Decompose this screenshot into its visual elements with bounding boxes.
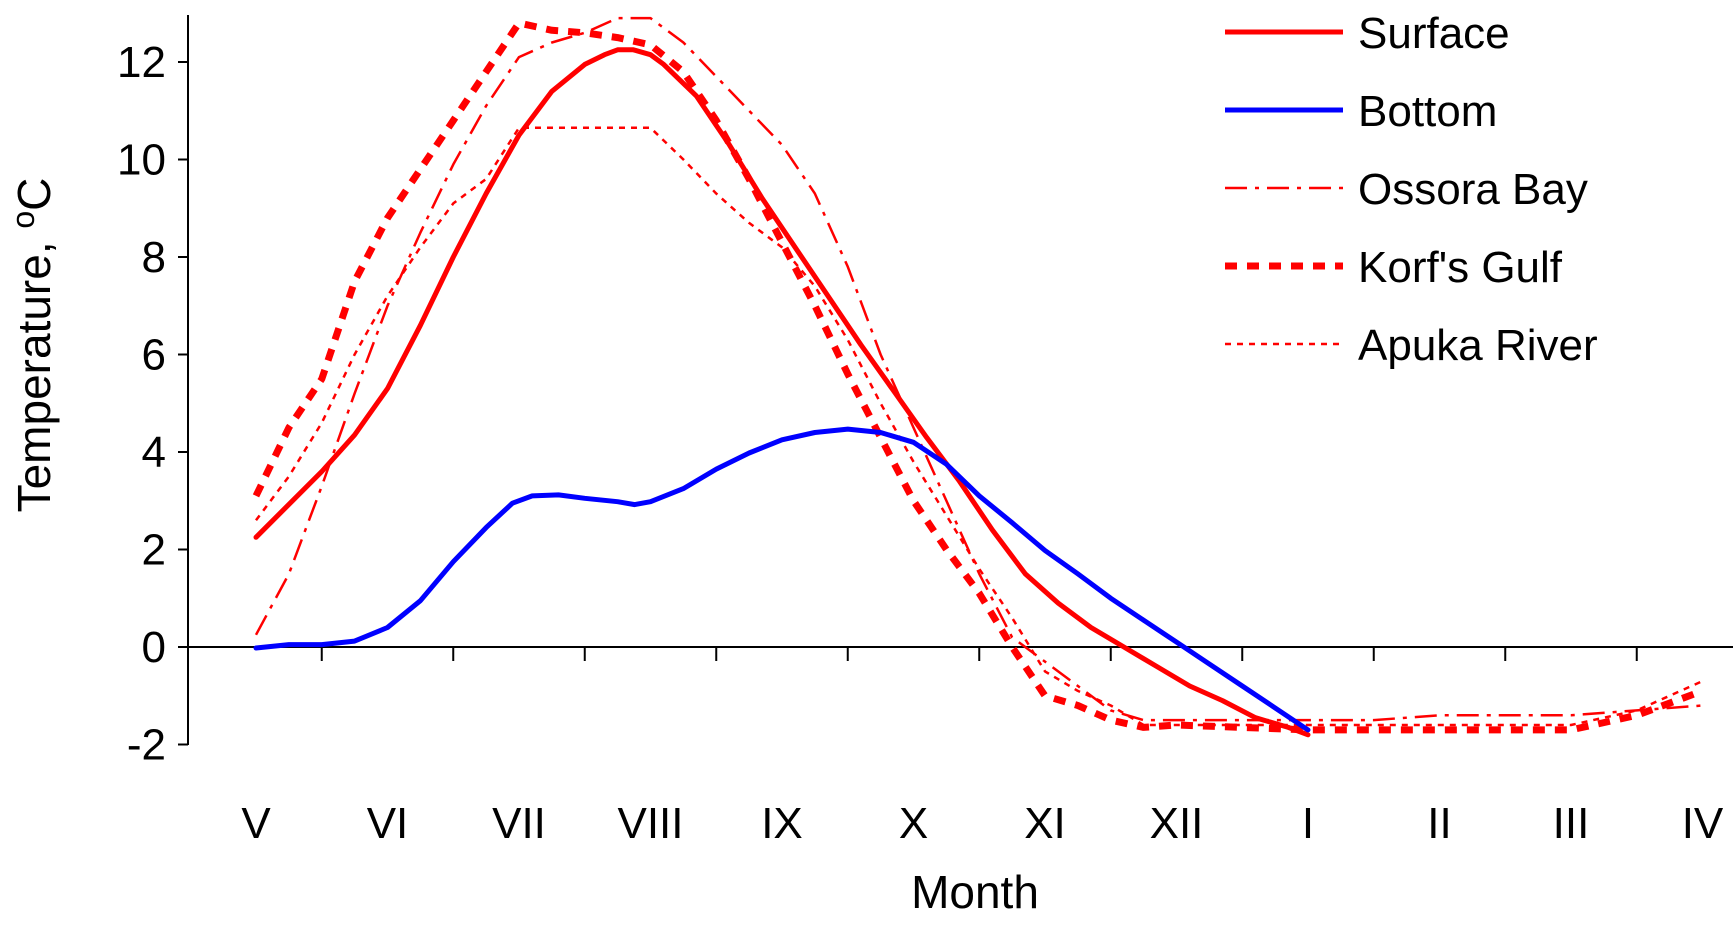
x-tick-label: IV	[1682, 799, 1724, 848]
x-tick-label: III	[1553, 799, 1590, 848]
y-tick-label: 10	[117, 136, 166, 185]
series-line-surface	[253, 47, 1311, 738]
y-tick-label: 6	[142, 331, 166, 380]
series-line-ossora-bay	[254, 16, 1703, 722]
series-line-apuka-river	[254, 126, 1704, 727]
x-tick-label: XII	[1150, 799, 1204, 848]
legend-label-ossora-bay: Ossora Bay	[1358, 165, 1588, 214]
x-tick-label: IX	[761, 799, 803, 848]
x-tick-label: VII	[492, 799, 546, 848]
y-axis-label-superscript: o	[5, 211, 41, 229]
series-line-bottom	[253, 426, 1311, 733]
y-tick-label: 0	[142, 623, 166, 672]
y-tick-label: 2	[142, 526, 166, 575]
legend-label-apuka-river: Apuka River	[1358, 321, 1598, 370]
legend: Surface Bottom Ossora Bay Korf's Gulf Apuka …	[1225, 9, 1598, 370]
legend-label-bottom: Bottom	[1358, 87, 1497, 136]
y-axis-label-unit: C	[8, 178, 60, 211]
y-axis-label: Temperature, oC	[5, 178, 60, 513]
series-line-korf-s-gulf	[252, 19, 1704, 734]
x-tick-label: V	[241, 799, 271, 848]
y-tick-label: 8	[142, 233, 166, 282]
y-tick-label: 12	[117, 38, 166, 87]
legend-label-korf-s-gulf: Korf's Gulf	[1358, 243, 1563, 292]
y-tick-label: -2	[127, 721, 166, 770]
x-tick-label: VIII	[617, 799, 683, 848]
legend-label-surface: Surface	[1358, 9, 1510, 58]
x-tick-label: I	[1302, 799, 1314, 848]
x-tick-label: X	[899, 799, 928, 848]
series-layer	[252, 16, 1704, 738]
y-axis-label-text: Temperature,	[8, 229, 60, 513]
x-axis-label: Month	[911, 866, 1039, 918]
x-tick-label: II	[1427, 799, 1451, 848]
axes-layer	[187, 15, 1733, 745]
x-tick-label: VI	[367, 799, 409, 848]
y-tick-label: 4	[142, 428, 166, 477]
x-tick-label: XI	[1024, 799, 1066, 848]
